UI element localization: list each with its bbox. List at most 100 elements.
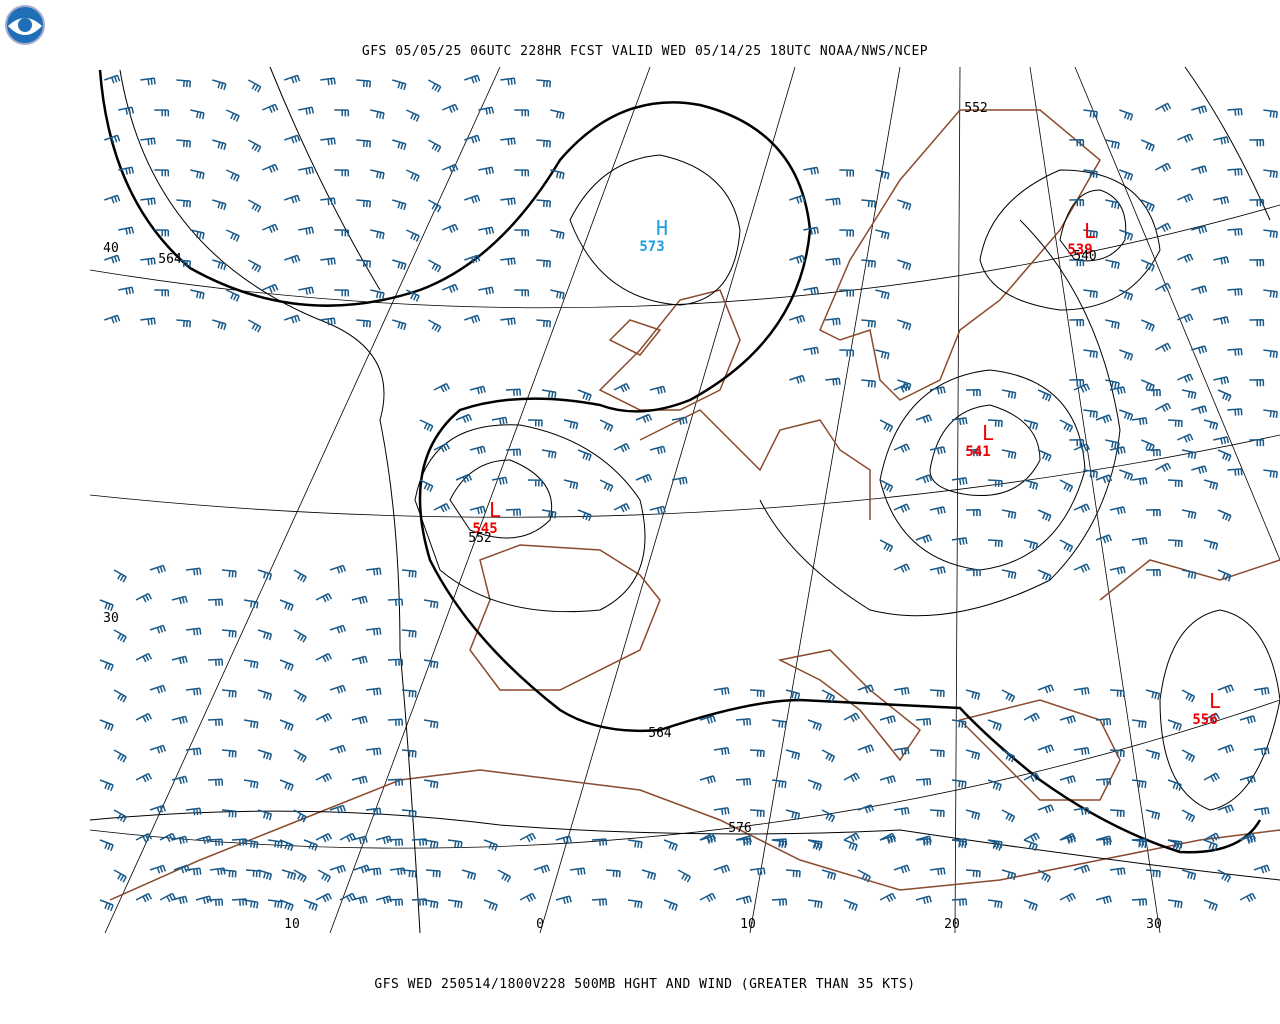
wind-barb xyxy=(478,286,495,295)
wind-barb xyxy=(1001,389,1017,400)
wind-barb xyxy=(1249,199,1265,207)
wind-barb xyxy=(1119,469,1134,481)
wind-barb xyxy=(1177,253,1194,263)
wind-barb xyxy=(329,624,347,634)
wind-barb xyxy=(209,867,226,876)
wind-barb xyxy=(226,169,240,182)
wind-barb xyxy=(929,386,946,395)
wind-barb xyxy=(785,869,801,878)
wind-barb xyxy=(987,479,1003,488)
wind-barb xyxy=(135,772,153,783)
wind-barb xyxy=(1203,539,1219,550)
wind-barb xyxy=(1177,433,1194,443)
wind-barb xyxy=(154,109,170,117)
wind-barb xyxy=(262,103,279,113)
wind-barb xyxy=(893,383,911,393)
wind-barb xyxy=(315,832,333,843)
wind-barb xyxy=(1177,193,1194,203)
wind-barb xyxy=(527,479,543,487)
wind-barb xyxy=(185,747,202,756)
wind-barb xyxy=(113,809,127,823)
wind-barb xyxy=(478,166,495,175)
wind-barb xyxy=(387,778,404,786)
wind-barb xyxy=(442,283,459,293)
wind-barb xyxy=(1059,835,1076,844)
wind-barb xyxy=(411,898,428,906)
wind-barb xyxy=(1001,809,1016,823)
wind-barb xyxy=(293,869,307,883)
wind-barb xyxy=(843,899,858,911)
wind-barb xyxy=(315,772,333,783)
contour-label: 564 xyxy=(648,726,672,741)
wind-barb xyxy=(176,319,192,328)
wind-barb xyxy=(771,839,787,849)
wind-barb xyxy=(315,652,333,663)
wind-barb xyxy=(392,319,407,331)
wind-barb xyxy=(1213,136,1230,145)
wind-barb xyxy=(803,286,820,295)
wind-barb xyxy=(915,534,933,544)
wind-barb xyxy=(1191,105,1208,115)
wind-barb xyxy=(423,899,439,909)
wind-barb xyxy=(1181,749,1196,763)
wind-barb xyxy=(500,77,516,86)
wind-barb xyxy=(284,134,301,144)
wind-barb xyxy=(464,194,481,204)
wind-barb xyxy=(1213,436,1230,445)
wind-barb xyxy=(1131,477,1148,486)
wind-barb xyxy=(483,899,498,911)
wind-barb xyxy=(839,229,855,237)
contour-label: 576 xyxy=(728,821,751,836)
wind-barb xyxy=(951,839,967,849)
wind-barb xyxy=(226,229,240,242)
wind-barb xyxy=(1253,864,1271,874)
wind-barb xyxy=(99,719,114,732)
wind-barb xyxy=(351,895,368,905)
wind-barb xyxy=(1217,804,1235,814)
wind-barb xyxy=(298,286,315,295)
wind-barb xyxy=(1131,839,1147,849)
wind-barb xyxy=(334,169,350,177)
wind-barb xyxy=(649,445,666,455)
wind-barb xyxy=(1181,449,1197,460)
wind-barb xyxy=(185,807,202,816)
wind-barb xyxy=(284,74,301,84)
wind-barb xyxy=(987,899,1003,909)
wind-barb xyxy=(1109,867,1126,876)
wind-barb xyxy=(433,502,451,513)
wind-barb xyxy=(1119,229,1134,241)
center-value: 539 xyxy=(1067,242,1092,258)
wind-barb xyxy=(965,509,981,517)
wind-barb xyxy=(771,779,787,789)
wind-barb xyxy=(406,109,420,122)
wind-barb xyxy=(1239,775,1256,784)
wind-barb xyxy=(392,259,407,271)
wind-barb xyxy=(104,314,121,324)
wind-barb xyxy=(1119,109,1134,121)
wind-barb xyxy=(1083,409,1098,419)
wind-barb xyxy=(699,835,716,844)
wind-barb xyxy=(356,79,372,88)
wind-barb xyxy=(879,715,896,724)
wind-barb xyxy=(1263,109,1278,119)
wind-barb xyxy=(749,689,765,698)
wind-barb xyxy=(1239,715,1256,724)
wind-barb xyxy=(649,385,666,395)
wind-barb xyxy=(469,445,486,455)
wind-barb xyxy=(464,254,481,264)
wind-barb xyxy=(893,563,911,573)
wind-barb xyxy=(461,869,477,881)
wind-barb xyxy=(1109,566,1126,575)
wind-barb xyxy=(1203,839,1218,851)
wind-barb xyxy=(1217,684,1235,694)
wind-barb xyxy=(1109,446,1126,455)
wind-barb xyxy=(99,659,114,672)
wind-barb xyxy=(879,419,894,433)
wind-barb xyxy=(303,839,318,851)
wind-barb xyxy=(861,259,877,268)
wind-barb xyxy=(442,103,459,113)
wind-barb xyxy=(433,382,451,393)
wind-barb xyxy=(550,289,565,300)
wind-barb xyxy=(1023,539,1039,550)
wind-barb xyxy=(875,289,890,300)
